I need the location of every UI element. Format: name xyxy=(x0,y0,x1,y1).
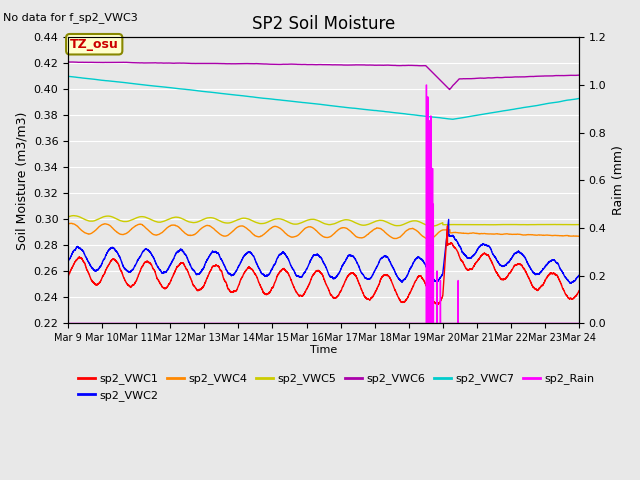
sp2_VWC1 xyxy=(482,252,490,257)
sp2_VWC5 xyxy=(575,222,583,228)
sp2_VWC7 xyxy=(390,110,398,116)
sp2_VWC4 xyxy=(390,236,398,241)
sp2_VWC4 xyxy=(426,236,433,242)
sp2_VWC2 xyxy=(482,242,490,248)
sp2_VWC7 xyxy=(65,73,72,79)
sp2_VWC7 xyxy=(448,116,456,122)
sp2_VWC4 xyxy=(482,231,490,237)
sp2_Rain xyxy=(482,321,490,326)
Y-axis label: Raim (mm): Raim (mm) xyxy=(612,145,625,216)
sp2_VWC6 xyxy=(462,76,470,82)
sp2_VWC5 xyxy=(91,218,99,224)
sp2_VWC5 xyxy=(448,222,456,228)
sp2_VWC2 xyxy=(475,245,483,251)
sp2_Rain xyxy=(462,321,470,326)
sp2_VWC7 xyxy=(475,112,483,118)
Legend: sp2_VWC1, sp2_VWC2, sp2_VWC4, sp2_VWC5, sp2_VWC6, sp2_VWC7, sp2_Rain: sp2_VWC1, sp2_VWC2, sp2_VWC4, sp2_VWC5, … xyxy=(74,369,598,405)
sp2_VWC2 xyxy=(445,216,452,222)
sp2_VWC6 xyxy=(448,84,456,89)
sp2_VWC4 xyxy=(475,231,483,237)
Text: TZ_osu: TZ_osu xyxy=(70,38,118,51)
sp2_VWC5 xyxy=(70,213,77,218)
Y-axis label: Soil Moisture (m3/m3): Soil Moisture (m3/m3) xyxy=(15,111,28,250)
sp2_VWC4 xyxy=(462,230,470,236)
Line: sp2_Rain: sp2_Rain xyxy=(68,85,579,324)
sp2_VWC6 xyxy=(482,75,490,81)
sp2_Rain xyxy=(64,321,72,326)
sp2_VWC1 xyxy=(91,281,99,287)
sp2_VWC1 xyxy=(475,256,483,262)
X-axis label: Time: Time xyxy=(310,345,337,355)
sp2_Rain xyxy=(91,321,99,326)
sp2_VWC5 xyxy=(462,222,470,228)
sp2_VWC1 xyxy=(390,286,398,291)
Line: sp2_VWC5: sp2_VWC5 xyxy=(68,216,579,226)
sp2_VWC4 xyxy=(67,220,75,226)
sp2_VWC2 xyxy=(462,253,470,259)
sp2_VWC1 xyxy=(64,274,72,279)
sp2_VWC4 xyxy=(575,233,583,239)
sp2_VWC2 xyxy=(64,259,72,264)
sp2_VWC1 xyxy=(444,223,451,229)
sp2_VWC6 xyxy=(91,60,99,65)
sp2_Rain xyxy=(422,82,430,88)
sp2_VWC7 xyxy=(462,114,470,120)
sp2_VWC1 xyxy=(448,240,456,246)
sp2_VWC2 xyxy=(575,273,583,278)
sp2_VWC4 xyxy=(64,221,72,227)
sp2_VWC2 xyxy=(390,267,398,273)
sp2_VWC5 xyxy=(482,222,490,228)
Line: sp2_VWC2: sp2_VWC2 xyxy=(68,219,579,283)
sp2_VWC7 xyxy=(575,96,583,101)
sp2_Rain xyxy=(475,321,483,326)
sp2_VWC1 xyxy=(575,288,583,294)
sp2_Rain xyxy=(575,321,583,326)
sp2_VWC1 xyxy=(433,302,441,308)
sp2_VWC2 xyxy=(567,280,575,286)
sp2_VWC7 xyxy=(449,117,457,122)
Title: SP2 Soil Moisture: SP2 Soil Moisture xyxy=(252,15,395,33)
sp2_VWC7 xyxy=(64,73,72,79)
Text: No data for f_sp2_VWC3: No data for f_sp2_VWC3 xyxy=(3,12,138,23)
sp2_VWC6 xyxy=(475,75,483,81)
sp2_VWC5 xyxy=(428,223,436,229)
Line: sp2_VWC7: sp2_VWC7 xyxy=(68,76,579,120)
sp2_VWC7 xyxy=(482,111,490,117)
sp2_VWC4 xyxy=(448,230,456,236)
sp2_VWC6 xyxy=(390,62,398,68)
sp2_VWC6 xyxy=(68,59,76,65)
sp2_VWC4 xyxy=(91,228,99,234)
Line: sp2_VWC1: sp2_VWC1 xyxy=(68,226,579,305)
sp2_VWC7 xyxy=(91,76,99,82)
sp2_VWC2 xyxy=(448,233,456,239)
sp2_VWC2 xyxy=(91,268,99,274)
Line: sp2_VWC6: sp2_VWC6 xyxy=(68,62,579,90)
sp2_VWC5 xyxy=(390,222,398,228)
sp2_VWC6 xyxy=(575,72,583,78)
sp2_Rain xyxy=(390,321,398,326)
sp2_VWC6 xyxy=(445,87,453,93)
sp2_VWC5 xyxy=(475,222,483,228)
sp2_Rain xyxy=(448,321,456,326)
sp2_VWC6 xyxy=(64,59,72,65)
sp2_VWC5 xyxy=(64,214,72,220)
Line: sp2_VWC4: sp2_VWC4 xyxy=(68,223,579,239)
sp2_VWC1 xyxy=(462,265,470,271)
